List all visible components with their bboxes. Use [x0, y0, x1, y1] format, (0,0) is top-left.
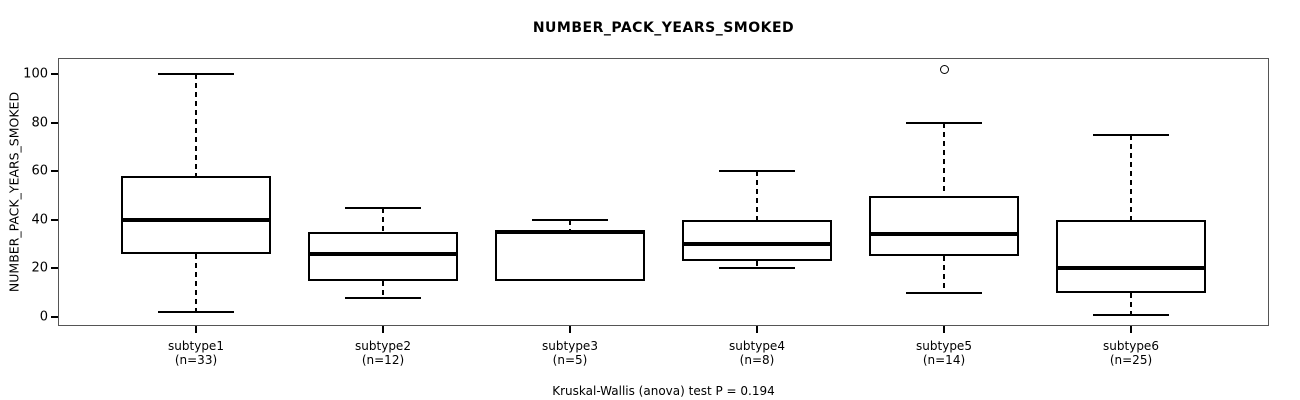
lower-whisker-subtype5 — [943, 256, 945, 293]
lower-cap-subtype2 — [345, 296, 421, 299]
x-tick-subtype1 — [195, 326, 197, 333]
y-tick-label-60: 60 — [31, 163, 48, 179]
upper-cap-subtype1 — [158, 73, 234, 75]
median-subtype2 — [308, 251, 458, 256]
y-tick-label-0: 0 — [39, 309, 48, 325]
x-tick-subtype5 — [943, 326, 945, 333]
lower-cap-subtype5 — [906, 291, 982, 294]
outlier-subtype5-0 — [939, 64, 949, 74]
plot-area — [58, 58, 1269, 326]
y-tick-label-20: 20 — [31, 260, 48, 276]
x-tick-subtype3 — [569, 326, 571, 333]
lower-cap-subtype4 — [719, 267, 795, 270]
y-tick-100 — [51, 73, 58, 75]
upper-whisker-subtype1 — [195, 74, 197, 177]
y-tick-60 — [51, 170, 58, 173]
box-subtype1 — [121, 176, 271, 254]
x-label-subtype2: subtype2 — [355, 339, 411, 353]
x-label-subtype4: subtype4 — [729, 339, 785, 353]
upper-cap-subtype2 — [345, 206, 421, 209]
n-label-subtype1: (n=33) — [174, 353, 218, 367]
upper-whisker-subtype5 — [943, 122, 945, 196]
n-label-subtype5: (n=14) — [922, 353, 966, 367]
median-subtype4 — [682, 242, 832, 247]
n-label-subtype4: (n=8) — [739, 353, 775, 367]
lower-whisker-subtype4 — [756, 261, 758, 269]
y-tick-20 — [51, 267, 58, 270]
upper-cap-subtype4 — [719, 170, 795, 173]
upper-cap-subtype3 — [532, 218, 608, 221]
x-tick-subtype4 — [756, 326, 758, 333]
y-tick-80 — [51, 121, 58, 124]
y-tick-40 — [51, 218, 58, 221]
y-tick-label-100: 100 — [23, 66, 48, 82]
x-label-subtype3: subtype3 — [542, 339, 598, 353]
y-tick-0 — [51, 316, 58, 318]
upper-whisker-subtype3 — [569, 219, 571, 232]
stat-test-footnote: Kruskal-Wallis (anova) test P = 0.194 — [552, 384, 775, 398]
n-label-subtype6: (n=25) — [1109, 353, 1153, 367]
median-subtype1 — [121, 217, 271, 222]
n-label-subtype3: (n=5) — [552, 353, 588, 367]
lower-cap-subtype1 — [158, 311, 234, 314]
box-subtype2 — [308, 231, 458, 281]
box-subtype3 — [495, 231, 645, 281]
upper-whisker-subtype2 — [382, 207, 384, 232]
lower-cap-subtype6 — [1093, 313, 1169, 316]
y-tick-label-80: 80 — [31, 115, 48, 131]
median-subtype5 — [869, 232, 1019, 237]
upper-whisker-subtype6 — [1130, 134, 1132, 220]
median-subtype3 — [495, 229, 645, 234]
x-label-subtype6: subtype6 — [1103, 339, 1159, 353]
n-label-subtype2: (n=12) — [361, 353, 405, 367]
x-tick-subtype6 — [1130, 326, 1132, 333]
x-label-subtype1: subtype1 — [168, 339, 224, 353]
median-subtype6 — [1056, 266, 1206, 271]
chart-title: NUMBER_PACK_YEARS_SMOKED — [532, 20, 795, 36]
box-subtype4 — [682, 219, 832, 262]
upper-cap-subtype6 — [1093, 133, 1169, 136]
box-subtype5 — [869, 195, 1019, 257]
upper-whisker-subtype4 — [756, 171, 758, 220]
lower-whisker-subtype1 — [195, 253, 197, 313]
x-label-subtype5: subtype5 — [916, 339, 972, 353]
y-tick-label-40: 40 — [31, 212, 48, 228]
lower-whisker-subtype2 — [382, 280, 384, 298]
upper-cap-subtype5 — [906, 121, 982, 124]
lower-whisker-subtype6 — [1130, 292, 1132, 315]
x-tick-subtype2 — [382, 326, 384, 333]
box-subtype6 — [1056, 219, 1206, 293]
